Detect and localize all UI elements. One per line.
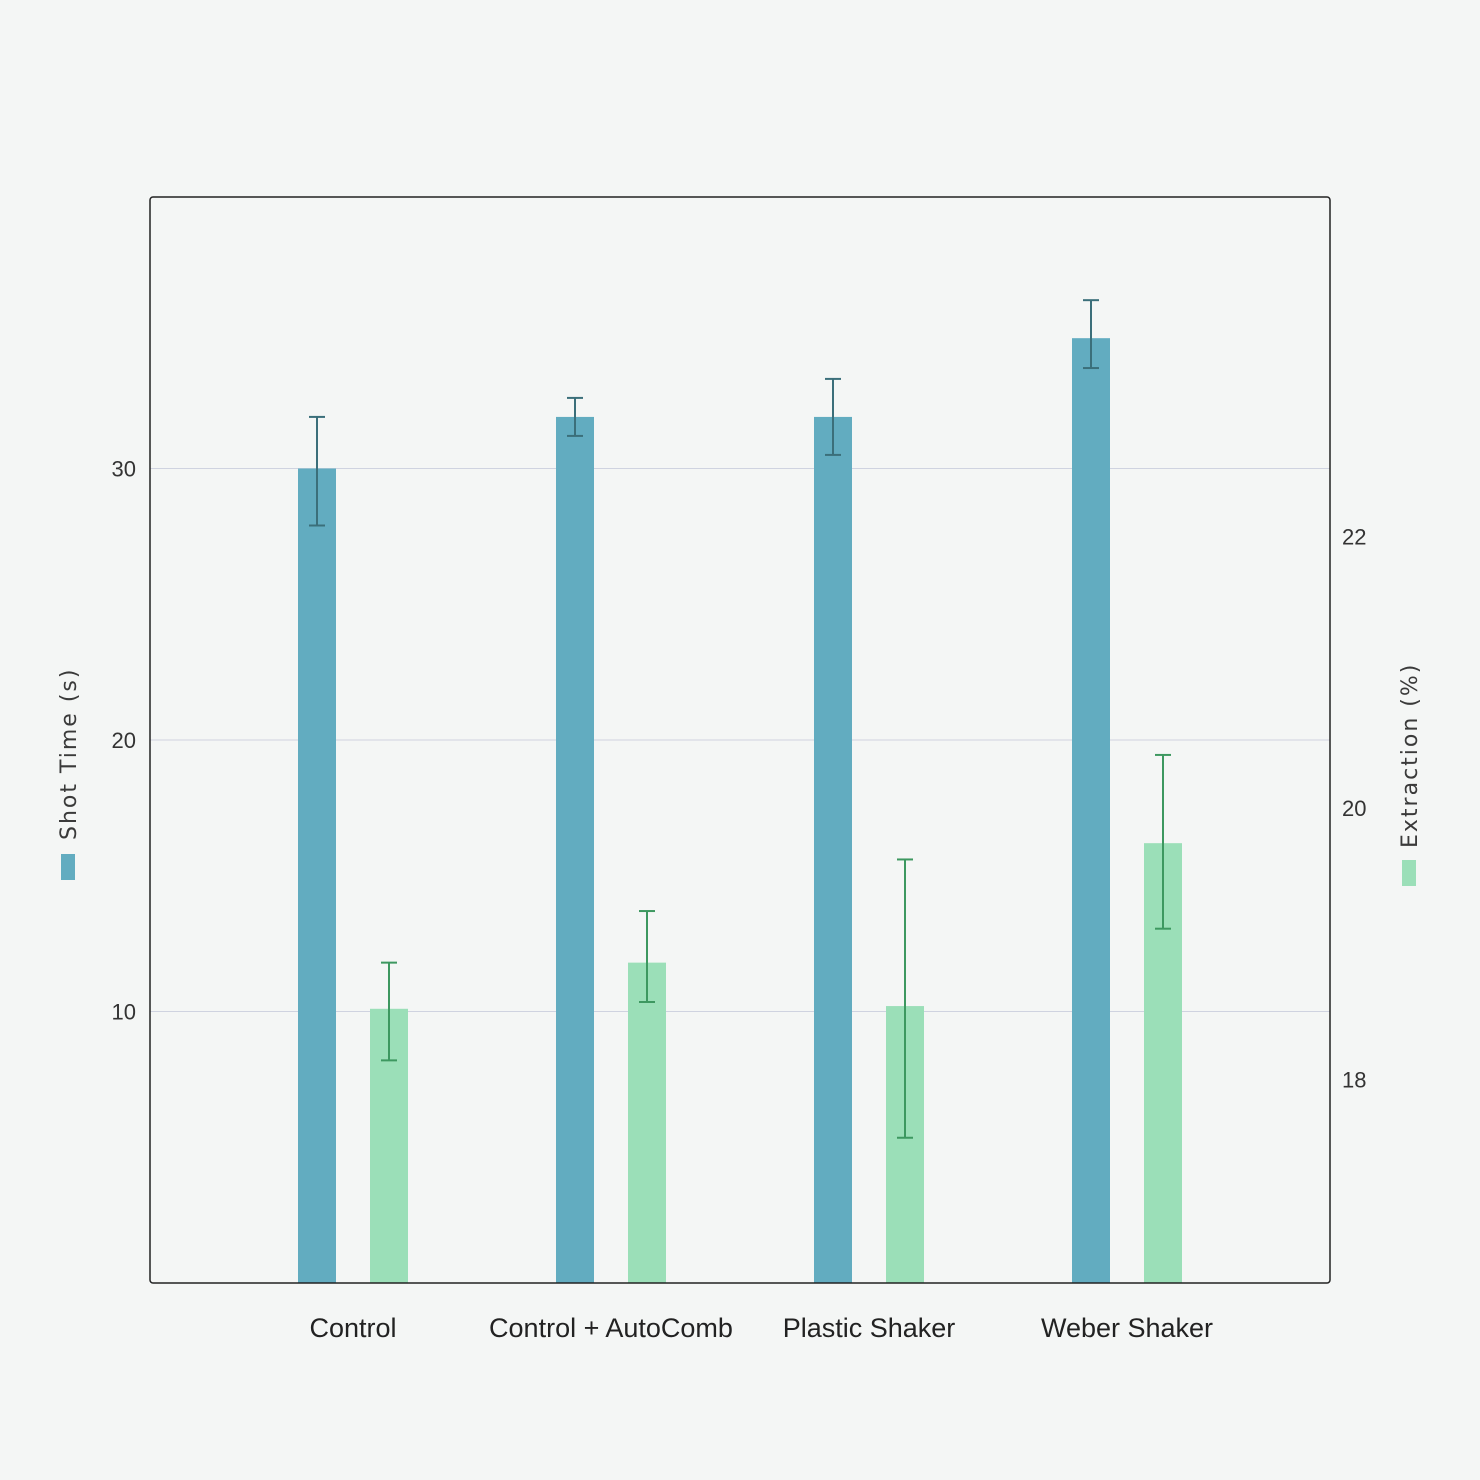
right-axis-label: Extraction (%) [1398,663,1423,848]
right-tick-label: 18 [1342,1067,1366,1092]
shot-time-error-bar [1083,299,1099,370]
right-axis-legend: Extraction (%) [1398,663,1423,886]
shot-time-bar [298,468,336,1283]
left-tick-label: 30 [112,457,136,482]
gridlines [150,468,1330,1012]
right-tick-label: 20 [1342,796,1366,821]
category-label: Plastic Shaker [783,1313,956,1343]
plot-frame [149,196,1331,1284]
extraction-error-bar [897,858,913,1139]
extraction-error-bar [381,961,397,1062]
left-axis-label: Shot Time (s) [57,668,82,840]
error-bars [309,299,1171,1139]
extraction-bar [628,962,666,1283]
left-tick-label: 10 [112,1000,136,1025]
legend-swatch-extraction [1402,860,1416,886]
legend-swatch-shot-time [61,854,75,880]
category-label: Weber Shaker [1041,1313,1213,1343]
category-label: Control [309,1313,396,1343]
shot-time-error-bar [309,415,325,527]
extraction-error-bar [1155,753,1171,930]
left-axis-legend: Shot Time (s) [57,668,82,880]
shot-time-bar [1072,338,1110,1283]
shot-time-bar [814,416,852,1283]
right-tick-label: 22 [1342,524,1366,549]
category-labels: Control Control + AutoComb Plastic Shaker W… [309,1313,1213,1343]
shot-time-error-bar [825,377,841,456]
shot-time-bar [556,416,594,1283]
left-tick-label: 20 [112,728,136,753]
tick-labels: 10 20 30 18 20 22 [112,457,1367,1093]
extraction-error-bar [639,910,655,1003]
category-label: Control + AutoComb [489,1313,733,1343]
shot-time-error-bar [567,396,583,437]
bars [298,338,1182,1283]
